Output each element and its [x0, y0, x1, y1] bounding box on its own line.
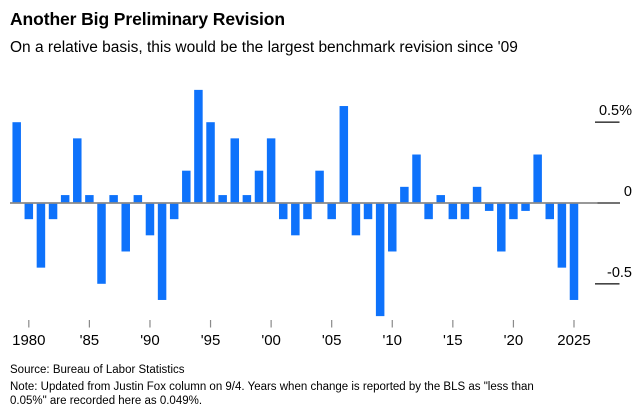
bar-2017 [472, 186, 482, 203]
bar-1983 [60, 195, 70, 203]
bar-1981 [36, 203, 46, 268]
bar-1995 [206, 122, 215, 203]
x-axis-label-2025: 2025 [557, 332, 590, 349]
bar-1996 [218, 195, 227, 203]
bar-2018 [484, 203, 494, 211]
bar-2016 [460, 203, 470, 220]
x-axis-label-1995: '95 [201, 332, 221, 349]
bar-1991 [157, 203, 167, 300]
bar-2013 [424, 203, 433, 220]
bar-2012 [412, 154, 421, 203]
bar-2021 [521, 203, 530, 211]
bar-1987 [109, 195, 118, 203]
bar-2001 [278, 203, 288, 220]
bar-1979 [12, 122, 21, 203]
x-axis-label-2005: '05 [322, 332, 342, 349]
bar-1994 [194, 89, 203, 203]
bar-2002 [291, 203, 300, 236]
bar-1988 [121, 203, 130, 252]
footnote-line-1: Note: Updated from Justin Fox column on … [10, 381, 534, 393]
y-axis-label-0.5%: 0.5% [599, 103, 632, 119]
bar-1990 [145, 203, 155, 236]
bar-2022 [533, 154, 542, 203]
bar-2005 [327, 203, 336, 220]
chart-subtitle: On a relative basis, this would be the l… [10, 39, 518, 56]
x-axis-label-1985: '85 [80, 332, 100, 349]
bar-2023 [545, 203, 555, 220]
bar-2015 [448, 203, 458, 220]
bar-1998 [242, 195, 252, 203]
bar-1989 [133, 195, 143, 203]
bar-1986 [97, 203, 106, 284]
x-axis-label-1990: '90 [140, 332, 160, 349]
bar-1982 [48, 203, 58, 220]
x-axis-label-1980: 1980 [12, 332, 45, 349]
bar-2011 [400, 186, 409, 203]
bar-1984 [73, 138, 82, 203]
y-axis-label--0.5: -0.5 [607, 265, 632, 281]
bar-2024 [557, 203, 567, 268]
bar-2009 [375, 203, 385, 317]
x-axis-label-2000: '00 [261, 332, 281, 349]
bar-1999 [254, 170, 264, 203]
bar-2025 [569, 203, 579, 300]
bar-1980 [24, 203, 34, 220]
bar-1992 [169, 203, 179, 220]
y-axis-label-0: 0 [624, 184, 632, 200]
x-axis-label-2015: '15 [443, 332, 463, 349]
bar-2008 [363, 203, 373, 220]
bar-1993 [182, 170, 191, 203]
x-axis-label-2020: '20 [504, 332, 524, 349]
footnote-text: Note: Updated from Justin Fox column on … [10, 381, 534, 409]
bar-2007 [351, 203, 361, 236]
bar-2000 [266, 138, 276, 203]
bar-2010 [388, 203, 397, 252]
bar-2020 [509, 203, 518, 220]
bar-2014 [436, 195, 445, 203]
footnote-line-2: 0.05%" are recorded here as 0.049%. [10, 394, 203, 407]
bar-2006 [339, 106, 349, 203]
bar-2019 [497, 203, 506, 252]
chart-title: Another Big Preliminary Revision [10, 9, 285, 29]
bar-1997 [230, 138, 240, 203]
bar-2004 [315, 170, 324, 203]
source-text: Source: Bureau of Labor Statistics [10, 364, 185, 376]
bar-1985 [85, 195, 94, 203]
bar-2003 [303, 203, 312, 220]
x-axis-label-2010: '10 [382, 332, 402, 349]
